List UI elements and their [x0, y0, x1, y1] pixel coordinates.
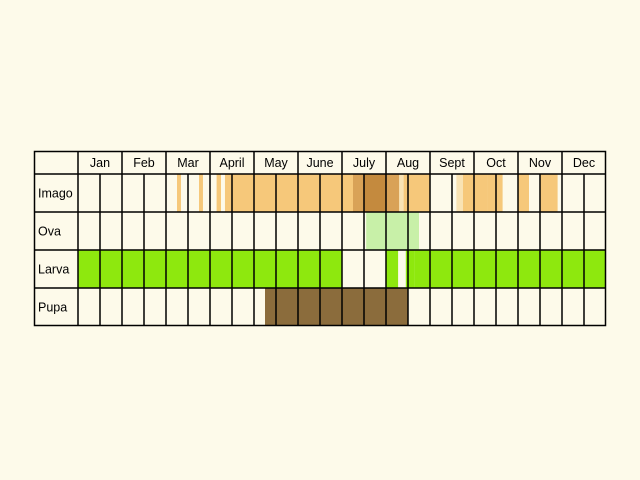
bar-larva-2 [405, 250, 415, 288]
month-label: July [353, 156, 376, 170]
bar-pupa-0 [265, 288, 408, 326]
row-label: Pupa [38, 301, 67, 315]
bar-imago-11 [487, 174, 503, 212]
month-label: Nov [529, 156, 552, 170]
bar-ova-0 [366, 212, 419, 250]
row-label: Larva [38, 263, 69, 277]
bar-imago-8 [456, 174, 463, 212]
bar-imago-1 [199, 174, 203, 212]
month-label: Aug [397, 156, 419, 170]
row-label: Imago [38, 187, 73, 201]
bar-imago-0 [177, 174, 181, 212]
month-label: April [219, 156, 244, 170]
bar-imago-12 [518, 174, 529, 212]
grid-lines [33, 150, 607, 327]
bar-imago-2 [216, 174, 221, 212]
month-label: May [264, 156, 288, 170]
month-label: Oct [486, 156, 506, 170]
month-label: Jan [90, 156, 110, 170]
bar-imago-9 [463, 174, 488, 212]
month-label: Feb [133, 156, 155, 170]
row-label: Ova [38, 225, 61, 239]
month-label: Dec [573, 156, 595, 170]
bar-larva-3 [414, 250, 606, 288]
bar-imago-13 [540, 174, 558, 212]
month-label: Mar [177, 156, 199, 170]
bar-imago-5 [364, 174, 386, 212]
bar-imago-6 [399, 174, 404, 212]
bar-larva-1 [386, 250, 399, 288]
labels: Jan Feb Mar April May June July Aug Sept Oct Nov De… [38, 156, 595, 315]
month-label: Sept [439, 156, 465, 170]
month-label: June [306, 156, 333, 170]
